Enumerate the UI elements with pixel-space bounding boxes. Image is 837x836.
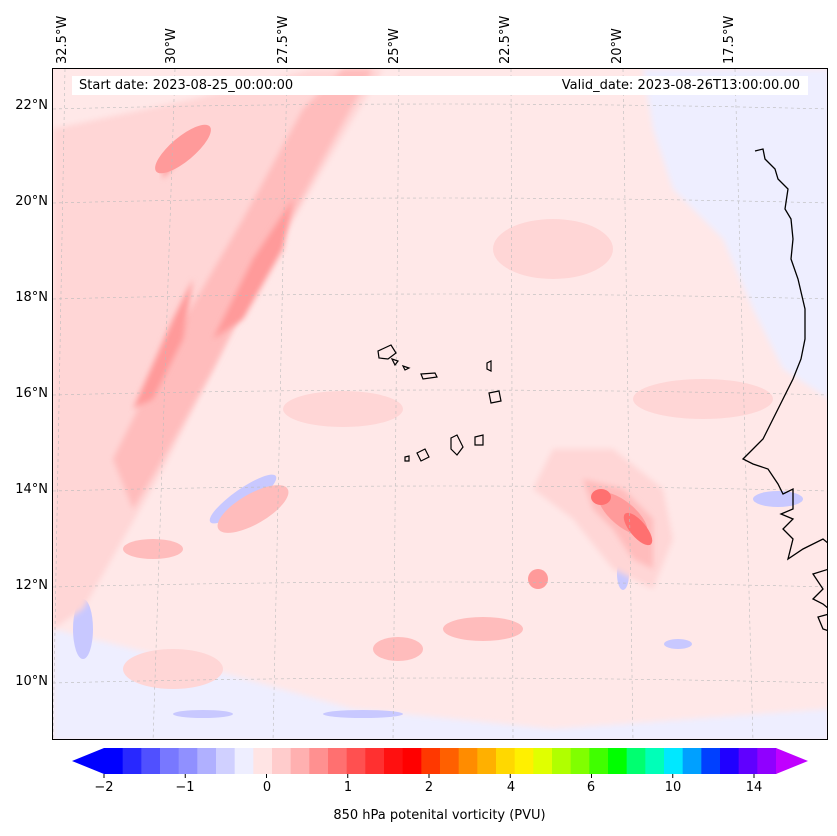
graticule (53, 69, 827, 739)
colorbar-segment (141, 748, 161, 774)
colorbar-segment (290, 748, 310, 774)
colorbar-segment (365, 748, 385, 774)
colorbar-tick-label: −1 (175, 780, 195, 795)
colorbar-segment (720, 748, 740, 774)
colorbar-segment (738, 748, 758, 774)
colorbar-segment (402, 748, 422, 774)
lon-label-17-5w: 17.5°W (722, 15, 737, 64)
colorbar-segment (626, 748, 646, 774)
colorbar-segment (496, 748, 516, 774)
colorbar-tick-label: 14 (745, 780, 763, 795)
colorbar-segment (272, 748, 292, 774)
colorbar-segment (421, 748, 441, 774)
colorbar-segment (533, 748, 553, 774)
colorbar-tick-label: 2 (424, 780, 434, 795)
cape-verde-islands (377, 344, 502, 462)
map-area (52, 68, 828, 740)
colorbar-tick-label: 4 (506, 780, 516, 795)
lon-label-32-5w: 32.5°W (55, 15, 70, 64)
colorbar-segment (757, 748, 777, 774)
valid-date-label: Valid_date: 2023-08-26T13:00:00.00 (561, 78, 800, 93)
coastline (741, 148, 827, 632)
colorbar-segment (197, 748, 217, 774)
colorbar-segment (384, 748, 404, 774)
colorbar-segment (514, 748, 534, 774)
colorbar-segment (346, 748, 366, 774)
positive-pv-regions (53, 69, 773, 689)
lon-label-30w: 30°W (164, 28, 179, 64)
colorbar-segment (104, 748, 124, 774)
colorbar-segment (458, 748, 478, 774)
colorbar-segment (328, 748, 348, 774)
lat-label-20n: 20°N (15, 194, 48, 209)
lon-label-27-5w: 27.5°W (276, 15, 291, 64)
colorbar-segment (645, 748, 665, 774)
lat-label-10n: 10°N (15, 674, 48, 689)
lon-label-22-5w: 22.5°W (498, 15, 513, 64)
colorbar-over-arrow (776, 748, 808, 774)
colorbar-segment (122, 748, 142, 774)
lon-label-25w: 25°W (387, 28, 402, 64)
colorbar-segment (682, 748, 702, 774)
colorbar-segment (253, 748, 273, 774)
lat-label-16n: 16°N (15, 386, 48, 401)
colorbar-segment (552, 748, 572, 774)
colorbar-segment (178, 748, 198, 774)
vorticity-field (53, 69, 827, 739)
colorbar-tick-label: 10 (664, 780, 682, 795)
colorbar-tick-label: 1 (343, 780, 353, 795)
lon-label-20w: 20°W (610, 28, 625, 64)
colorbar-tick-label: 6 (586, 780, 596, 795)
colorbar-segment (440, 748, 460, 774)
lat-label-18n: 18°N (15, 290, 48, 305)
colorbar-segment (234, 748, 254, 774)
colorbar-segment (160, 748, 180, 774)
colorbar-segment (701, 748, 721, 774)
colorbar-tick-marks (103, 774, 755, 778)
colorbar-tick-label: 0 (262, 780, 272, 795)
header-background (72, 76, 808, 95)
colorbar-label: 850 hPa potenital vorticity (PVU) (333, 808, 546, 823)
colorbar-segment (477, 748, 497, 774)
colorbar-tick-label: −2 (94, 780, 114, 795)
colorbar-segment (570, 748, 590, 774)
colorbar-segment (309, 748, 329, 774)
start-date-label: Start date: 2023-08-25_00:00:00 (79, 78, 294, 93)
colorbar-segment (216, 748, 236, 774)
colorbar-under-arrow (72, 748, 104, 774)
colorbar-segment (608, 748, 628, 774)
lat-label-22n: 22°N (15, 98, 48, 113)
colorbar-segment (664, 748, 684, 774)
colorbar-segment (589, 748, 609, 774)
colorbar-segments (104, 748, 777, 774)
lat-label-14n: 14°N (15, 482, 48, 497)
lat-label-12n: 12°N (15, 578, 48, 593)
